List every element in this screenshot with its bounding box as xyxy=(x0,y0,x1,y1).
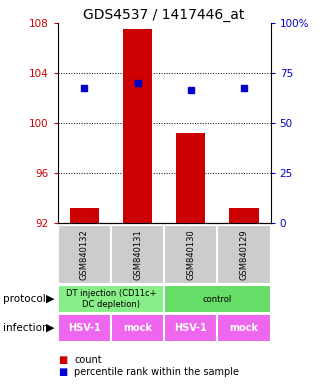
Text: GSM840131: GSM840131 xyxy=(133,229,142,280)
Text: ▶: ▶ xyxy=(46,294,54,304)
Text: ■: ■ xyxy=(58,367,67,377)
Bar xyxy=(229,208,259,223)
Text: control: control xyxy=(203,295,232,304)
Text: ■: ■ xyxy=(58,355,67,365)
Bar xyxy=(217,314,271,342)
Text: HSV-1: HSV-1 xyxy=(175,323,207,333)
Bar xyxy=(58,225,111,284)
Bar xyxy=(217,225,271,284)
Text: GSM840132: GSM840132 xyxy=(80,229,89,280)
Bar xyxy=(111,314,164,342)
Text: count: count xyxy=(74,355,102,365)
Bar xyxy=(164,225,217,284)
Text: mock: mock xyxy=(229,323,258,333)
Text: ▶: ▶ xyxy=(46,323,54,333)
Text: GSM840130: GSM840130 xyxy=(186,229,195,280)
Bar xyxy=(111,225,164,284)
Text: mock: mock xyxy=(123,323,152,333)
Text: GSM840129: GSM840129 xyxy=(240,229,248,280)
Bar xyxy=(123,29,152,223)
Bar xyxy=(176,133,205,223)
Text: DT injection (CD11c+
DC depletion): DT injection (CD11c+ DC depletion) xyxy=(66,290,156,309)
Bar xyxy=(70,208,99,223)
Bar xyxy=(164,285,271,313)
Bar xyxy=(58,285,164,313)
Bar xyxy=(164,314,217,342)
Text: percentile rank within the sample: percentile rank within the sample xyxy=(74,367,239,377)
Bar xyxy=(58,314,111,342)
Text: infection: infection xyxy=(3,323,49,333)
Title: GDS4537 / 1417446_at: GDS4537 / 1417446_at xyxy=(83,8,245,22)
Text: HSV-1: HSV-1 xyxy=(68,323,101,333)
Text: protocol: protocol xyxy=(3,294,46,304)
